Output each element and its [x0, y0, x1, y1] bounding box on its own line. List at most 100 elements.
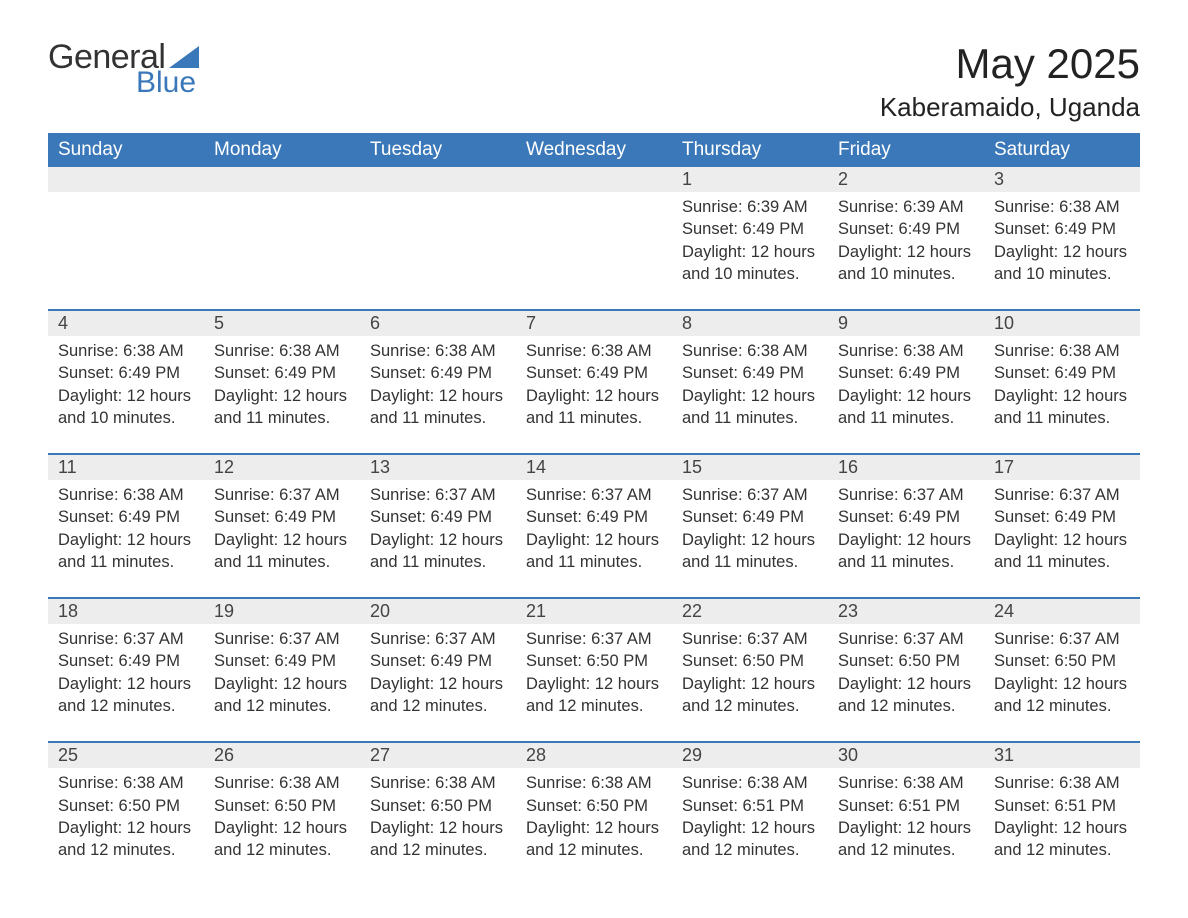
logo-text-blue: Blue	[136, 68, 199, 98]
day-number: 20	[360, 599, 516, 624]
sunset-text: Sunset: 6:49 PM	[838, 506, 974, 528]
daylight-text: Daylight: 12 hours and 12 minutes.	[370, 673, 506, 718]
day-cell: Sunrise: 6:37 AMSunset: 6:49 PMDaylight:…	[360, 624, 516, 727]
day-number-strip: 18192021222324	[48, 599, 1140, 624]
sunrise-text: Sunrise: 6:38 AM	[58, 340, 194, 362]
day-cell: Sunrise: 6:38 AMSunset: 6:50 PMDaylight:…	[204, 768, 360, 871]
sunset-text: Sunset: 6:49 PM	[682, 218, 818, 240]
day-number: 7	[516, 311, 672, 336]
calendar-week: 45678910Sunrise: 6:38 AMSunset: 6:49 PMD…	[48, 309, 1140, 439]
day-number-strip: 45678910	[48, 311, 1140, 336]
sunrise-text: Sunrise: 6:38 AM	[58, 772, 194, 794]
sunrise-text: Sunrise: 6:37 AM	[214, 628, 350, 650]
daylight-text: Daylight: 12 hours and 12 minutes.	[58, 817, 194, 862]
sunset-text: Sunset: 6:50 PM	[58, 795, 194, 817]
day-number-strip: 123	[48, 167, 1140, 192]
day-cell: Sunrise: 6:38 AMSunset: 6:50 PMDaylight:…	[516, 768, 672, 871]
day-number: 10	[984, 311, 1140, 336]
sunset-text: Sunset: 6:49 PM	[58, 506, 194, 528]
day-cell: Sunrise: 6:38 AMSunset: 6:49 PMDaylight:…	[672, 336, 828, 439]
sunrise-text: Sunrise: 6:37 AM	[526, 484, 662, 506]
day-cell: Sunrise: 6:38 AMSunset: 6:49 PMDaylight:…	[516, 336, 672, 439]
day-number: 3	[984, 167, 1140, 192]
day-cell	[516, 192, 672, 295]
day-cell: Sunrise: 6:37 AMSunset: 6:49 PMDaylight:…	[204, 480, 360, 583]
sunset-text: Sunset: 6:49 PM	[214, 362, 350, 384]
sunset-text: Sunset: 6:49 PM	[838, 218, 974, 240]
day-cell: Sunrise: 6:38 AMSunset: 6:49 PMDaylight:…	[984, 192, 1140, 295]
day-number: 5	[204, 311, 360, 336]
day-number: 8	[672, 311, 828, 336]
sunset-text: Sunset: 6:50 PM	[214, 795, 350, 817]
day-number: 4	[48, 311, 204, 336]
sunrise-text: Sunrise: 6:37 AM	[526, 628, 662, 650]
daylight-text: Daylight: 12 hours and 12 minutes.	[214, 817, 350, 862]
sunset-text: Sunset: 6:50 PM	[994, 650, 1130, 672]
daylight-text: Daylight: 12 hours and 11 minutes.	[526, 385, 662, 430]
sunrise-text: Sunrise: 6:38 AM	[214, 772, 350, 794]
day-number: 23	[828, 599, 984, 624]
day-cell: Sunrise: 6:37 AMSunset: 6:49 PMDaylight:…	[360, 480, 516, 583]
day-cell: Sunrise: 6:38 AMSunset: 6:49 PMDaylight:…	[48, 480, 204, 583]
day-number	[516, 167, 672, 192]
logo: General Blue	[48, 40, 199, 98]
day-cell: Sunrise: 6:37 AMSunset: 6:50 PMDaylight:…	[516, 624, 672, 727]
sunrise-text: Sunrise: 6:37 AM	[370, 484, 506, 506]
sunset-text: Sunset: 6:50 PM	[526, 795, 662, 817]
sunrise-text: Sunrise: 6:38 AM	[682, 340, 818, 362]
day-cell: Sunrise: 6:39 AMSunset: 6:49 PMDaylight:…	[828, 192, 984, 295]
daylight-text: Daylight: 12 hours and 11 minutes.	[838, 385, 974, 430]
sunrise-text: Sunrise: 6:38 AM	[838, 772, 974, 794]
day-number: 22	[672, 599, 828, 624]
sunrise-text: Sunrise: 6:38 AM	[370, 772, 506, 794]
sunrise-text: Sunrise: 6:38 AM	[526, 772, 662, 794]
sunrise-text: Sunrise: 6:38 AM	[994, 196, 1130, 218]
sunset-text: Sunset: 6:49 PM	[526, 362, 662, 384]
weekday-header: Saturday	[984, 133, 1140, 167]
daylight-text: Daylight: 12 hours and 12 minutes.	[682, 817, 818, 862]
sunrise-text: Sunrise: 6:39 AM	[682, 196, 818, 218]
day-number: 21	[516, 599, 672, 624]
day-cell: Sunrise: 6:37 AMSunset: 6:50 PMDaylight:…	[828, 624, 984, 727]
sunset-text: Sunset: 6:49 PM	[214, 650, 350, 672]
day-number-strip: 11121314151617	[48, 455, 1140, 480]
day-cell: Sunrise: 6:38 AMSunset: 6:51 PMDaylight:…	[672, 768, 828, 871]
page-title: May 2025	[880, 40, 1140, 88]
sunset-text: Sunset: 6:50 PM	[838, 650, 974, 672]
day-cell: Sunrise: 6:38 AMSunset: 6:49 PMDaylight:…	[360, 336, 516, 439]
sail-icon	[169, 46, 199, 68]
sunset-text: Sunset: 6:49 PM	[370, 650, 506, 672]
daylight-text: Daylight: 12 hours and 12 minutes.	[994, 673, 1130, 718]
daylight-text: Daylight: 12 hours and 12 minutes.	[214, 673, 350, 718]
sunrise-text: Sunrise: 6:37 AM	[214, 484, 350, 506]
daylight-text: Daylight: 12 hours and 10 minutes.	[58, 385, 194, 430]
sunset-text: Sunset: 6:49 PM	[994, 506, 1130, 528]
day-number: 12	[204, 455, 360, 480]
day-cell	[204, 192, 360, 295]
daylight-text: Daylight: 12 hours and 11 minutes.	[682, 529, 818, 574]
day-number: 31	[984, 743, 1140, 768]
daylight-text: Daylight: 12 hours and 11 minutes.	[838, 529, 974, 574]
day-cell: Sunrise: 6:39 AMSunset: 6:49 PMDaylight:…	[672, 192, 828, 295]
day-number: 11	[48, 455, 204, 480]
sunrise-text: Sunrise: 6:39 AM	[838, 196, 974, 218]
sunrise-text: Sunrise: 6:37 AM	[58, 628, 194, 650]
daylight-text: Daylight: 12 hours and 10 minutes.	[838, 241, 974, 286]
sunset-text: Sunset: 6:49 PM	[682, 506, 818, 528]
day-number-strip: 25262728293031	[48, 743, 1140, 768]
sunset-text: Sunset: 6:49 PM	[994, 362, 1130, 384]
day-number: 2	[828, 167, 984, 192]
day-number: 25	[48, 743, 204, 768]
daylight-text: Daylight: 12 hours and 10 minutes.	[994, 241, 1130, 286]
day-number: 17	[984, 455, 1140, 480]
daylight-text: Daylight: 12 hours and 11 minutes.	[214, 385, 350, 430]
calendar-week: 11121314151617Sunrise: 6:38 AMSunset: 6:…	[48, 453, 1140, 583]
sunrise-text: Sunrise: 6:38 AM	[994, 340, 1130, 362]
sunset-text: Sunset: 6:49 PM	[838, 362, 974, 384]
calendar-grid: SundayMondayTuesdayWednesdayThursdayFrid…	[48, 133, 1140, 871]
day-number: 18	[48, 599, 204, 624]
day-cell	[48, 192, 204, 295]
sunset-text: Sunset: 6:49 PM	[214, 506, 350, 528]
weekday-header: Thursday	[672, 133, 828, 167]
day-number: 15	[672, 455, 828, 480]
